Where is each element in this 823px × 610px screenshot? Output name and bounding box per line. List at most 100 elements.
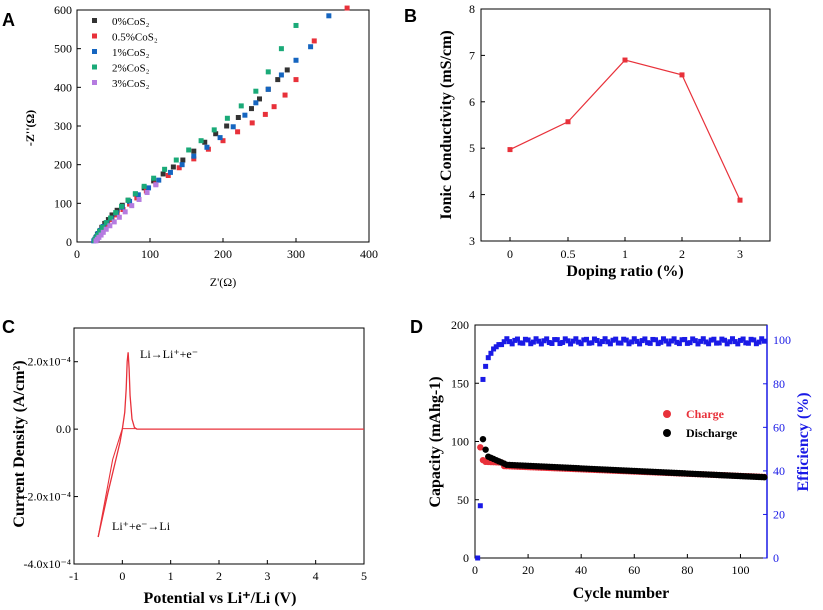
panel-d-efficiency-point xyxy=(546,340,552,346)
panel-a-data-point xyxy=(293,77,299,83)
panel-d-efficiency-point xyxy=(538,341,544,347)
panel-d-efficiency-point xyxy=(634,338,640,344)
panel-d-efficiency-point xyxy=(485,355,491,361)
panel-d-efficiency-point xyxy=(554,337,560,343)
panel-d-x-tick-label: 100 xyxy=(731,563,749,577)
panel-d-y-tick-label: 200 xyxy=(451,318,469,332)
panel-d-efficiency-point xyxy=(565,338,571,344)
panel-a-data-point xyxy=(146,185,152,191)
panel-d-efficiency-point xyxy=(475,555,481,561)
panel-d-efficiency-point xyxy=(748,336,754,342)
panel-d-efficiency-point xyxy=(735,341,741,347)
panel-a-legend-label: 3%CoS₂ xyxy=(112,78,150,90)
panel-a-x-tick-label: 100 xyxy=(141,247,159,261)
panel-a-data-point xyxy=(191,148,197,154)
panel-a-data-point xyxy=(204,144,210,150)
panel-d-efficiency-point xyxy=(599,339,605,345)
panel-a-data-point xyxy=(311,38,317,44)
panel-a-data-point xyxy=(202,139,208,145)
panel-d-charge-point xyxy=(477,444,484,451)
panel-d-discharge-point xyxy=(761,474,768,481)
panel-a-data-point xyxy=(119,203,125,209)
panel-d-efficiency-point xyxy=(722,337,728,343)
panel-d-efficiency-point xyxy=(583,336,589,342)
panel-a-data-point xyxy=(116,214,122,220)
panel-a-data-point xyxy=(262,111,268,117)
panel-a-data-point xyxy=(129,203,135,209)
panel-a-data-point xyxy=(144,190,150,196)
panel-a-data-point xyxy=(278,46,284,52)
panel-b-y-tick-label: 8 xyxy=(469,2,475,16)
panel-d-efficiency-point xyxy=(692,338,698,344)
panel-d-efficiency-point xyxy=(756,339,762,345)
panel-a-x-tick-label: 400 xyxy=(360,247,378,261)
panel-c-annotation-oxidation: Li→Li⁺+e⁻ xyxy=(140,347,198,361)
panel-a-y-tick-label: 300 xyxy=(54,119,72,133)
panel-a-y-tick-label: 500 xyxy=(54,42,72,56)
panel-d-efficiency-point xyxy=(615,340,621,346)
panel-a-y-axis-label: -Z''(Ω) xyxy=(23,110,37,146)
panel-c-x-tick-label: 5 xyxy=(361,569,367,583)
panel-a-data-point xyxy=(257,96,262,102)
panel-d-efficiency-point xyxy=(562,336,568,342)
panel-b-data-point xyxy=(622,57,628,63)
panel-d-efficiency-point xyxy=(727,339,733,345)
panel-d-efficiency-point xyxy=(663,338,669,344)
panel-d-efficiency-point xyxy=(700,336,706,342)
panel-c-x-tick-label: 4 xyxy=(313,569,319,583)
panel-c-y-tick-label: -2.0x10⁻⁴ xyxy=(23,490,71,504)
panel-d-efficiency-point xyxy=(488,350,494,356)
panel-d-efficiency-point xyxy=(496,342,502,348)
panel-d-efficiency-point xyxy=(719,336,725,342)
panel-b-y-tick-label: 6 xyxy=(469,95,475,109)
panel-a-x-tick-label: 0 xyxy=(74,247,80,261)
panel-d-efficiency-point xyxy=(522,336,528,342)
panel-d-efficiency-point xyxy=(645,340,651,346)
panel-d-efficiency-point xyxy=(514,336,520,342)
panel-c-x-tick-label: 2 xyxy=(216,569,222,583)
panel-d-y2-tick-label: 80 xyxy=(773,377,785,391)
panel-a-data-point xyxy=(253,88,259,94)
panel-a-data-point xyxy=(191,156,197,162)
panel-d-y2-tick-label: 100 xyxy=(773,333,791,347)
panel-d-efficiency-point xyxy=(737,337,743,343)
panel-b-y-tick-label: 5 xyxy=(469,141,475,155)
panel-d-efficiency-point xyxy=(504,336,510,342)
panel-d-legend-marker xyxy=(663,429,671,437)
panel-d-efficiency-point xyxy=(493,344,499,350)
panel-d-efficiency-point xyxy=(724,341,730,347)
panel-d-efficiency-point xyxy=(668,338,674,344)
panel-d-efficiency-point xyxy=(761,338,767,344)
panel-d-efficiency-point xyxy=(655,341,661,347)
panel-d-efficiency-point xyxy=(639,338,645,344)
panel-a-data-point xyxy=(165,172,171,178)
panel-a-x-tick-label: 300 xyxy=(287,247,305,261)
panel-a-data-point xyxy=(170,164,176,170)
panel-a-data-point xyxy=(284,67,290,73)
panel-d-efficiency-point xyxy=(690,336,696,342)
panel-c-y-tick-label: 0.0 xyxy=(56,422,71,436)
panel-d-efficiency-point xyxy=(607,341,613,347)
panel-a-legend-label: 2%CoS₂ xyxy=(112,63,150,75)
panel-a-data-point xyxy=(98,232,104,238)
panel-a-y-tick-label: 400 xyxy=(54,80,72,94)
panel-b-x-axis-label: Doping ratio (%) xyxy=(566,263,683,280)
panel-c-x-tick-label: 1 xyxy=(168,569,174,583)
panel-d-efficiency-point xyxy=(653,337,659,343)
panel-a-data-point xyxy=(136,196,142,202)
panel-d-efficiency-point xyxy=(703,339,709,345)
panel-d-efficiency-point xyxy=(605,339,611,345)
panel-a-data-point xyxy=(173,157,179,163)
panel-c-x-tick-label: -1 xyxy=(69,569,79,583)
panel-a-legend-marker xyxy=(92,18,97,23)
panel-a-data-point xyxy=(275,77,281,83)
panel-a-data-point xyxy=(107,223,113,229)
panel-a-data-point xyxy=(308,44,314,50)
panel-a-data-point xyxy=(265,86,271,92)
panel-a-data-point xyxy=(176,165,182,171)
panel-a-legend-marker xyxy=(92,64,97,70)
panel-d-x-tick-label: 0 xyxy=(472,563,478,577)
panel-d-efficiency-point xyxy=(687,340,693,346)
panel-a-data-point xyxy=(213,131,219,137)
panel-d-efficiency-point xyxy=(533,336,539,342)
